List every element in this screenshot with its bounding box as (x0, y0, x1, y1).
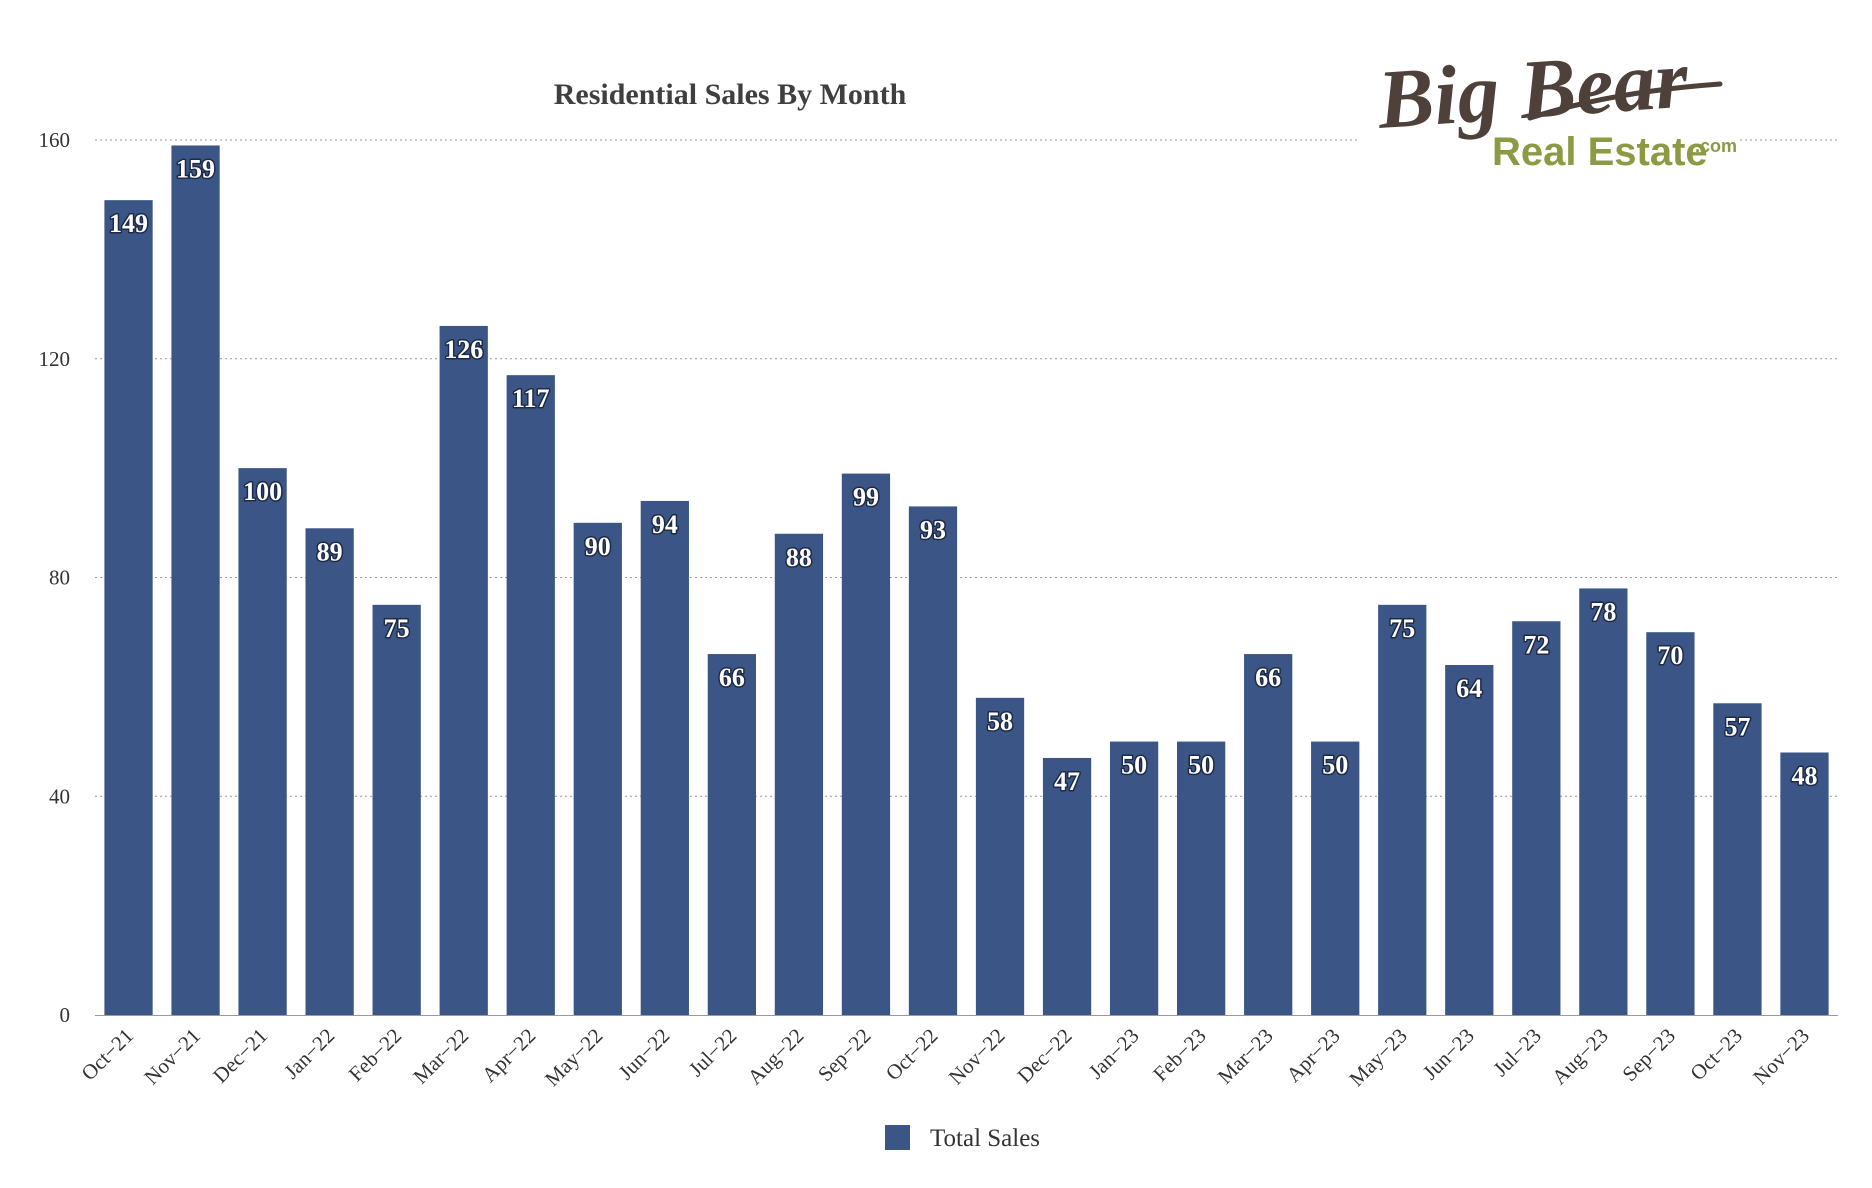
x-tick-label-Nov−21: Nov−21 (139, 1024, 205, 1090)
data-label-Aug−22: 88 (786, 543, 812, 572)
x-tick-label-Aug−23: Aug−23 (1547, 1024, 1613, 1090)
bar-Jul−22 (707, 654, 756, 1015)
data-label-Nov−23: 48 (1791, 762, 1817, 791)
bars (104, 145, 1829, 1016)
data-label-Mar−23: 66 (1255, 663, 1281, 692)
x-tick-label-Jul−22: Jul−22 (684, 1024, 742, 1082)
bar-Sep−23 (1646, 632, 1695, 1015)
bar-Nov−22 (975, 697, 1025, 1015)
gridlines (95, 130, 1838, 797)
data-label-Nov−22: 58 (987, 707, 1013, 736)
x-tick-label-Nov−23: Nov−23 (1748, 1024, 1814, 1090)
data-label-May−22: 90 (585, 532, 611, 561)
x-tick-label-Oct−23: Oct−23 (1685, 1024, 1747, 1086)
x-tick-label-Jun−23: Jun−23 (1418, 1024, 1479, 1085)
data-label-Jan−22: 89 (317, 537, 343, 566)
bar-Nov−23 (1780, 752, 1829, 1015)
x-tick-label-Nov−22: Nov−22 (944, 1024, 1010, 1090)
x-tick-label-Sep−23: Sep−23 (1617, 1024, 1679, 1086)
bar-Mar−22 (439, 325, 488, 1015)
x-tick-label-Feb−23: Feb−23 (1148, 1024, 1210, 1086)
logo-swoosh (1527, 81, 1723, 121)
x-tick-label-Dec−22: Dec−22 (1012, 1024, 1076, 1088)
x-tick-label-May−22: May−22 (540, 1024, 607, 1091)
bar-Sep−22 (841, 473, 891, 1016)
data-label-Aug−23: 78 (1590, 597, 1616, 626)
data-label-Feb−23: 50 (1188, 751, 1214, 780)
bar-Aug−23 (1579, 588, 1628, 1015)
x-tick-label-Feb−22: Feb−22 (344, 1024, 406, 1086)
data-label-Dec−21: 100 (243, 477, 282, 506)
x-tick-label-Jun−22: Jun−22 (614, 1024, 675, 1085)
data-label-Sep−23: 70 (1657, 641, 1683, 670)
bar-Apr−22 (506, 375, 555, 1015)
big-bear-real-estate-logo: Big Bear Real Estate .com (1358, 32, 1740, 176)
x-tick-label-Oct−21: Oct−21 (76, 1024, 138, 1086)
data-label-Jun−23: 64 (1456, 674, 1482, 703)
bar-Jul−23 (1512, 621, 1561, 1015)
x-tick-label-Jan−23: Jan−23 (1084, 1024, 1144, 1084)
x-tick-label-Jul−23: Jul−23 (1488, 1024, 1546, 1082)
y-tick-label-0: 0 (60, 1003, 71, 1027)
bar-Feb−23 (1177, 741, 1226, 1015)
bar-Oct−21 (104, 200, 153, 1015)
y-tick-label-40: 40 (49, 784, 70, 808)
data-label-Jul−23: 72 (1523, 630, 1549, 659)
chart-title: Residential Sales By Month (554, 78, 907, 111)
data-label-Oct−21: 149 (109, 209, 148, 238)
data-label-Nov−21: 159 (176, 154, 215, 183)
x-tick-label-Mar−22: Mar−22 (408, 1024, 473, 1089)
data-label-Oct−22: 93 (920, 515, 946, 544)
y-tick-label-120: 120 (39, 347, 71, 371)
bar-Jan−23 (1109, 741, 1159, 1015)
y-tick-label-80: 80 (49, 566, 70, 590)
data-label-Apr−22: 117 (512, 384, 550, 413)
bar-Dec−22 (1042, 757, 1092, 1015)
bar-Apr−23 (1311, 741, 1360, 1015)
data-label-Feb−22: 75 (384, 614, 410, 643)
y-tick-label-160: 160 (39, 128, 71, 152)
data-label-Sep−22: 99 (853, 483, 879, 512)
x-tick-label-Sep−22: Sep−22 (813, 1024, 875, 1086)
bar-May−22 (573, 522, 622, 1015)
data-label-Jun−22: 94 (652, 510, 678, 539)
bar-Jun−22 (640, 500, 689, 1015)
x-tick-label-Dec−21: Dec−21 (208, 1024, 272, 1088)
x-tick-label-Jan−22: Jan−22 (279, 1024, 339, 1084)
y-axis-tick-labels: 0 40 80 120 160 (39, 128, 71, 1027)
logo-script-text: Big Bear (1374, 32, 1692, 147)
bar-May−23 (1378, 604, 1427, 1015)
logo-com-text: .com (1695, 136, 1737, 156)
bar-Mar−23 (1244, 654, 1293, 1015)
legend: Total Sales (885, 1125, 1040, 1152)
data-label-Mar−22: 126 (444, 335, 483, 364)
data-label-Jul−22: 66 (719, 663, 745, 692)
bar-Jan−22 (305, 528, 354, 1015)
legend-label-total-sales: Total Sales (930, 1125, 1040, 1152)
bar-Aug−22 (774, 533, 824, 1015)
data-label-May−23: 75 (1389, 614, 1415, 643)
logo-background (1358, 58, 1740, 176)
bar-Nov−21 (171, 145, 220, 1016)
x-tick-label-Oct−22: Oct−22 (881, 1024, 943, 1086)
legend-swatch (885, 1125, 910, 1150)
bar-Oct−23 (1713, 703, 1762, 1015)
data-label-Dec−22: 47 (1054, 767, 1080, 796)
bar-Oct−22 (908, 506, 958, 1015)
x-tick-label-Apr−23: Apr−23 (1281, 1024, 1344, 1087)
data-label-Oct−23: 57 (1724, 712, 1750, 741)
x-tick-label-May−23: May−23 (1344, 1024, 1411, 1091)
bar-Jun−23 (1445, 665, 1494, 1015)
x-axis-tick-labels: Oct−21 Nov−21 Dec−21 Jan−22 Feb−22 Mar−22 Apr−… (76, 1024, 1814, 1091)
bar-Dec−21 (238, 468, 287, 1016)
bar-Feb−22 (372, 604, 421, 1015)
logo-sub-text: Real Estate (1492, 130, 1708, 174)
x-tick-label-Aug−22: Aug−22 (743, 1024, 809, 1090)
x-tick-label-Mar−23: Mar−23 (1213, 1024, 1278, 1089)
data-label-Jan−23: 50 (1121, 751, 1147, 780)
data-label-Apr−23: 50 (1322, 751, 1348, 780)
x-tick-label-Apr−22: Apr−22 (477, 1024, 540, 1087)
bar-data-labels: 149 159 100 89 75 126 117 90 94 66 88 99 93 58 47 50 50 6… (108, 153, 1819, 797)
